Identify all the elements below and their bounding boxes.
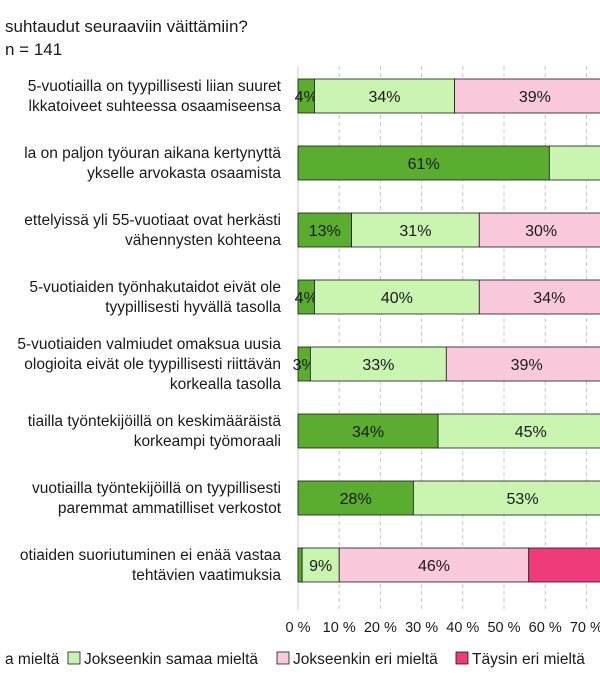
bar-segment <box>297 480 414 516</box>
x-tick-label: 60 % <box>529 620 562 636</box>
legend: a mieltä Jokseenkin samaa mieltä Jokseenki… <box>5 651 585 668</box>
data-label: 39% <box>519 89 551 106</box>
bar-segment <box>478 212 600 248</box>
legend-label: a mieltä <box>5 651 60 668</box>
category-label: otiaiden suoriutuminen ei enää vastaa <box>20 547 281 564</box>
data-label: 53% <box>507 491 539 508</box>
x-tick-label: 40 % <box>446 620 479 636</box>
legend-label: Jokseenkin samaa mieltä <box>84 651 258 668</box>
category-label: vähennysten kohteena <box>125 232 281 249</box>
bar-segment <box>445 346 600 382</box>
category-labels: 5-vuotiailla on tyypillisesti liian suur… <box>17 78 281 584</box>
legend-label: Jokseenkin eri mieltä <box>293 651 438 668</box>
category-label: ykselle arvokasta osaamista <box>87 165 281 182</box>
bar-segment <box>297 413 439 449</box>
bar-segment <box>528 547 600 583</box>
category-label: tiailla työntekijöillä on keskimääräistä <box>28 413 282 430</box>
category-label: 5-vuotiailla on tyypillisesti liian suur… <box>28 78 282 95</box>
x-tick-label: 10 % <box>323 620 356 636</box>
x-tick-label: 50 % <box>487 620 520 636</box>
x-tick-label: 30 % <box>405 620 438 636</box>
data-label: 33% <box>362 357 394 374</box>
data-label: 39% <box>511 357 543 374</box>
data-label: 40% <box>381 290 413 307</box>
data-label: 46% <box>418 558 450 575</box>
category-label: 5-vuotiaiden valmiudet omaksua uusia <box>17 336 281 353</box>
bar-segment <box>351 212 480 248</box>
bar-segment <box>412 480 600 516</box>
chart-subtitle: n = 141 <box>5 40 62 59</box>
category-label: korkealla tasolla <box>170 376 282 393</box>
bar-segment <box>548 145 600 181</box>
data-label: 31% <box>399 223 431 240</box>
category-label: la on paljon työuran aikana kertynyttä <box>24 145 281 162</box>
legend-swatch <box>276 651 290 665</box>
x-tick-label: 70 % <box>570 620 600 636</box>
category-label: korkeampi työmoraali <box>134 433 281 450</box>
category-label: 5-vuotiaiden työnhakutaidot eivät ole <box>29 279 281 296</box>
bar-segment <box>454 78 600 114</box>
data-label: 61% <box>408 156 440 173</box>
bar-segment <box>338 547 530 583</box>
bar-segment <box>309 346 447 382</box>
legend-label: Täysin eri mieltä <box>472 651 585 668</box>
legend-swatch <box>455 651 469 665</box>
bar-segment <box>297 547 303 583</box>
data-label: 28% <box>340 491 372 508</box>
data-label: 30% <box>525 223 557 240</box>
bar-segment <box>437 413 600 449</box>
legend-swatch <box>67 651 81 665</box>
category-label: paremmat ammatilliset verkostot <box>58 500 282 517</box>
bar-segment <box>478 279 600 315</box>
category-label: lkkatoiveet suhteessa osaamiseensa <box>29 98 282 115</box>
category-label: vuotiailla työntekijöillä on tyypillises… <box>32 480 281 497</box>
data-label: 45% <box>515 424 547 441</box>
data-label: 4% <box>295 290 318 307</box>
category-label: tyypillisesti hyvällä tasolla <box>105 299 281 316</box>
x-tick-label: 0 % <box>286 620 311 636</box>
x-tick-label: 20 % <box>364 620 397 636</box>
data-label: 34% <box>352 424 384 441</box>
chart-title: suhtaudut seuraaviin väittämiin? <box>5 17 248 36</box>
category-label: ettelyissä yli 55-vuotiaat ovat herkästi <box>24 212 281 229</box>
bar-segment <box>301 547 340 583</box>
category-label: ologioita eivät ole tyypillisesti riittä… <box>24 356 281 373</box>
bar-segment <box>314 78 455 114</box>
data-label: 4% <box>295 89 318 106</box>
data-label: 34% <box>369 89 401 106</box>
data-label: 9% <box>309 558 332 575</box>
category-label: tehtävien vaatimuksia <box>132 567 281 584</box>
bars: 4% 34% 39%61%13% 31% 30%4% 40% 34%3% 33% 39%34% 4… <box>293 78 600 583</box>
x-tick-labels: 0 % 10 % 20 % 30 % 40 % 50 % 60 % 70 % <box>286 620 600 636</box>
data-label: 34% <box>533 290 565 307</box>
data-label: 13% <box>309 223 341 240</box>
bar-segment <box>314 279 480 315</box>
